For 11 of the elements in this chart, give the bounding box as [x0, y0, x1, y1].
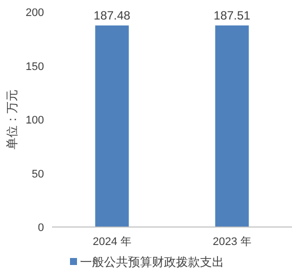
legend-label: 一般公共预算财政拨款支出 — [80, 255, 224, 269]
y-tick-label: 150 — [26, 60, 44, 73]
y-tick-label: 0 — [38, 222, 44, 234]
y-tick-label: 200 — [26, 7, 44, 19]
y-axis-title: 单位：万元 — [5, 90, 19, 150]
y-tick-label: 100 — [26, 114, 44, 126]
y-tick-label: 50 — [32, 168, 44, 180]
data-label: 187.51 — [214, 8, 251, 22]
x-tick-label: 2023 年 — [212, 236, 252, 248]
data-label: 187.48 — [94, 8, 131, 22]
x-tick-label: 2024 年 — [92, 236, 132, 248]
